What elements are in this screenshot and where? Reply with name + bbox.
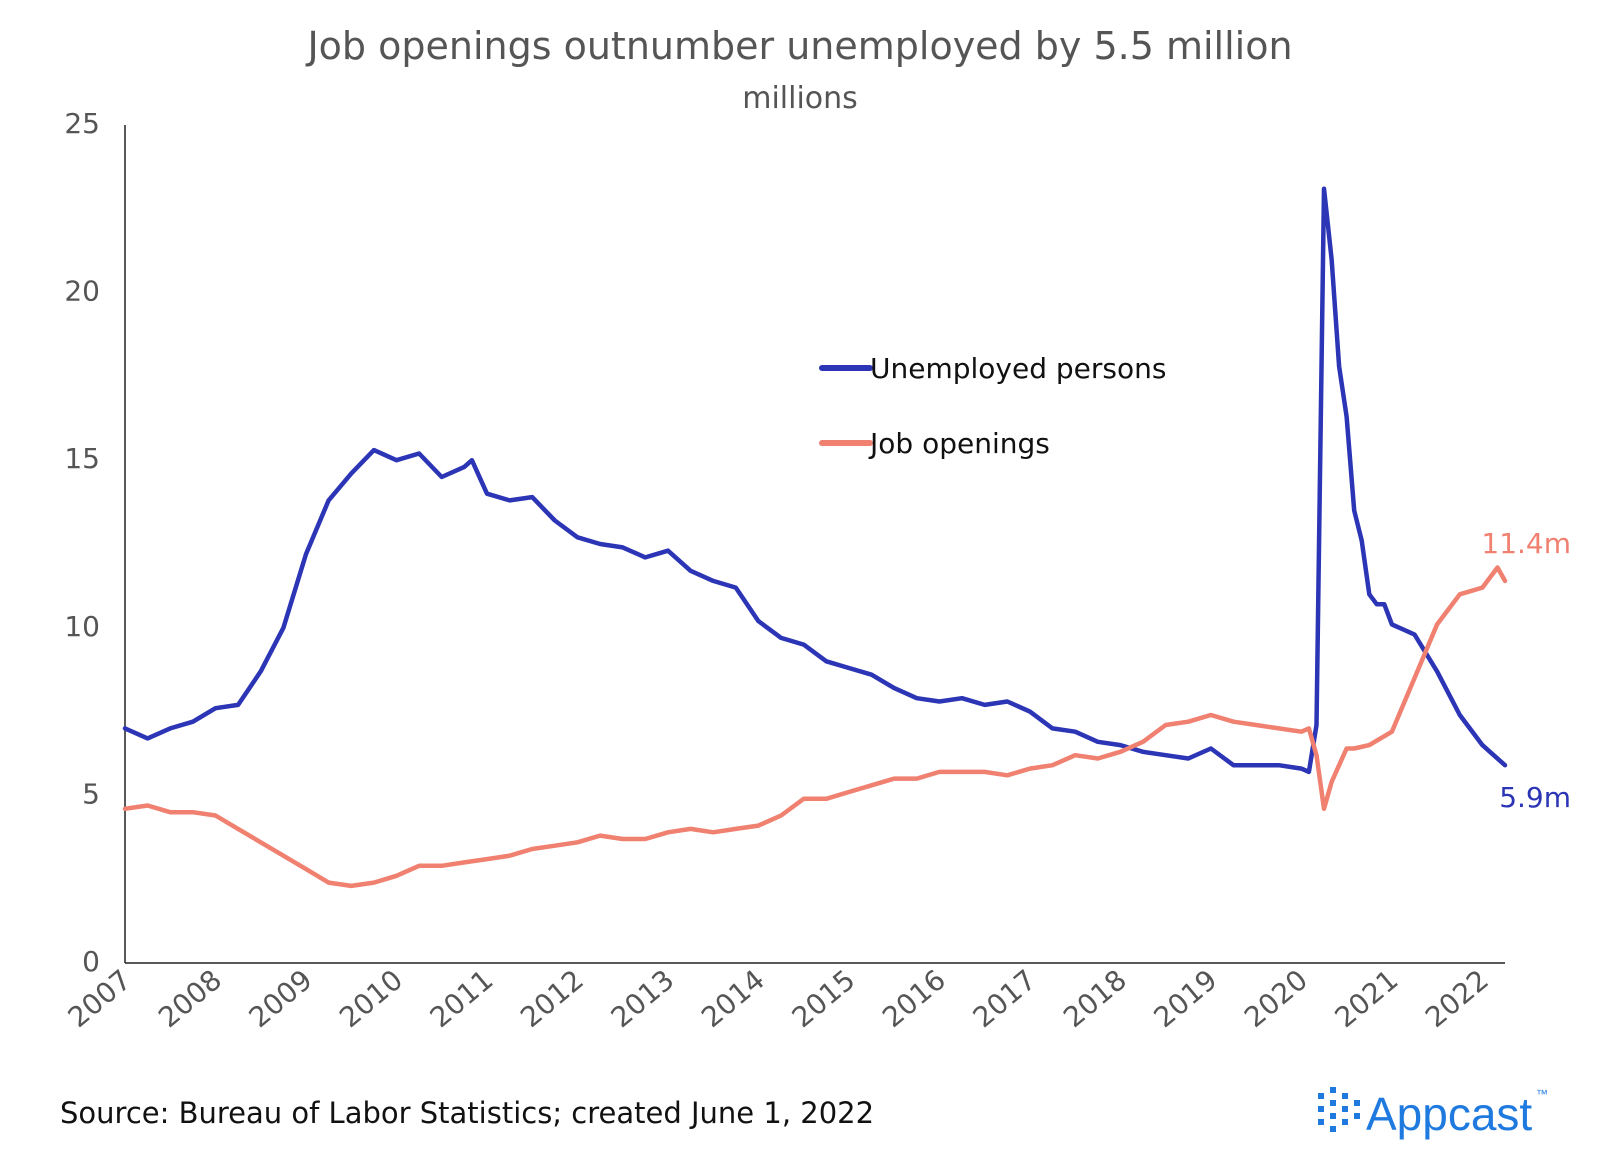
appcast-logo-mark-icon: [1318, 1087, 1360, 1132]
appcast-logo-text: Appcast: [1366, 1088, 1532, 1140]
y-tick-label: 5: [82, 777, 100, 810]
chart-subtitle: millions: [742, 81, 858, 116]
y-tick-label: 20: [64, 275, 100, 308]
y-tick-label: 25: [64, 107, 100, 140]
chart-title: Job openings outnumber unemployed by 5.5…: [305, 24, 1292, 68]
x-tick-label: 2022: [1419, 963, 1495, 1034]
x-tick-label: 2013: [605, 963, 681, 1034]
x-tick-label: 2021: [1329, 963, 1405, 1034]
end-labels: 5.9m 11.4m: [1481, 527, 1571, 814]
series-line-unemployed: [122, 186, 1508, 775]
series-layer: [122, 186, 1508, 889]
x-tick-label: 2016: [876, 963, 952, 1034]
appcast-logo: Appcast ™: [1318, 1087, 1548, 1140]
x-tick-label: 2010: [333, 963, 409, 1034]
legend-label-unemployed: Unemployed persons: [870, 352, 1166, 385]
x-tick-label: 2018: [1057, 963, 1133, 1034]
y-tick-label: 10: [64, 610, 100, 643]
appcast-logo-tm: ™: [1536, 1087, 1548, 1101]
legend: Unemployed persons Job openings: [819, 352, 1166, 460]
x-tick-label: 2015: [786, 963, 862, 1034]
end-label-job-openings: 11.4m: [1481, 527, 1571, 560]
y-tick-label: 0: [82, 945, 100, 978]
x-tick-label: 2019: [1148, 963, 1224, 1034]
x-tick-label: 2020: [1238, 963, 1314, 1034]
x-tick-label: 2011: [424, 963, 500, 1034]
x-axis-ticks: 2007 2008 2009 2010 2011 2012 2013 2014 2015 2016…: [62, 963, 1495, 1034]
y-tick-label: 15: [64, 442, 100, 475]
series-line-job-openings: [122, 565, 1508, 889]
x-tick-label: 2009: [243, 963, 319, 1034]
end-label-unemployed: 5.9m: [1499, 781, 1571, 814]
y-axis-ticks: 0 5 10 15 20 25: [64, 107, 100, 978]
x-tick-label: 2008: [152, 963, 228, 1034]
x-tick-label: 2014: [695, 963, 771, 1034]
x-tick-label: 2017: [967, 963, 1043, 1034]
source-note: Source: Bureau of Labor Statistics; crea…: [60, 1096, 874, 1130]
legend-label-job-openings: Job openings: [868, 427, 1050, 460]
x-tick-label: 2012: [514, 963, 590, 1034]
